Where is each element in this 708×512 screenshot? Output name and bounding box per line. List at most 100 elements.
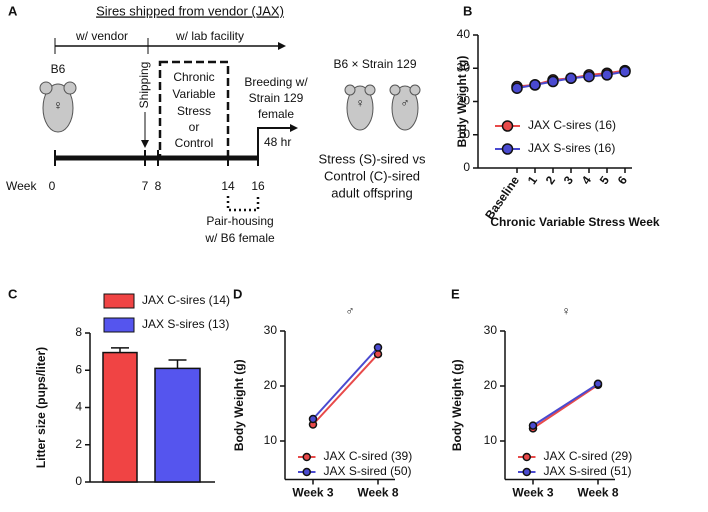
x-tick-label: 2 [543, 173, 558, 187]
stress-text: Variable [172, 87, 215, 101]
data-point [529, 79, 541, 91]
legend-swatch [103, 293, 135, 309]
y-tick-label: 30 [484, 323, 498, 337]
bar [154, 367, 201, 483]
stress-text: Stress [177, 104, 211, 118]
y-tick-label: 10 [484, 433, 498, 447]
legend-marker [501, 143, 514, 155]
stress-box [158, 60, 230, 160]
legend-marker [302, 467, 311, 477]
x-axis-label: Chronic Variable Stress Week [490, 215, 660, 229]
y-tick-label: 20 [264, 378, 278, 392]
panel-label: A [8, 3, 18, 18]
legend-swatch [103, 317, 135, 333]
delay-label: 48 hr [264, 135, 291, 149]
y-tick-label: 8 [75, 325, 82, 339]
breeding-text: Strain 129 [249, 91, 304, 105]
data-point [583, 70, 595, 83]
series-line [312, 346, 379, 420]
bar [102, 351, 138, 483]
y-axis-label: Litter size (pups/liter) [34, 347, 48, 468]
y-axis-label: Body Weight (g) [450, 359, 464, 451]
period-label: w/ vendor [75, 29, 128, 43]
shipping-label: Shipping [137, 62, 151, 109]
arrow-head [290, 124, 298, 132]
stress-text: Chronic [173, 70, 214, 84]
y-tick-label: 40 [457, 27, 471, 41]
week-number: 8 [155, 179, 162, 193]
data-point [547, 75, 559, 88]
panel-label: D [233, 286, 242, 301]
legend-label: JAX S-sired (51) [544, 464, 632, 478]
mouse-icon [344, 84, 421, 131]
x-tick-label: 5 [597, 173, 612, 187]
series-line [532, 382, 599, 427]
y-axis-label: Body Weight (g) [455, 56, 469, 148]
x-tick-label: Week 8 [577, 486, 618, 500]
data-point [565, 72, 577, 84]
data-point [308, 414, 318, 424]
data-point [511, 82, 523, 94]
arrow-head [278, 42, 286, 50]
legend-marker [302, 452, 311, 462]
week-label: Week [6, 179, 37, 193]
stress-text: Control [175, 136, 214, 150]
data-point [601, 69, 613, 81]
cross-label: B6 × Strain 129 [333, 57, 416, 71]
series-line [312, 353, 379, 426]
stress-text: or [189, 120, 200, 134]
y-tick-label: 20 [457, 94, 471, 108]
breeding-text: Breeding w/ [244, 75, 308, 89]
pairing-text: w/ B6 female [204, 231, 275, 245]
series-line [532, 384, 599, 430]
y-axis-label: Body Weight (g) [232, 359, 246, 451]
week-number: 0 [49, 179, 56, 193]
x-tick-label: 6 [615, 173, 630, 187]
panel-label: B [463, 3, 472, 18]
y-tick-label: 4 [75, 400, 82, 414]
legend-label: JAX C-sires (14) [142, 293, 230, 307]
y-tick-label: 0 [75, 474, 82, 488]
x-tick-label: Week 3 [292, 486, 333, 500]
y-tick-label: 30 [457, 60, 471, 74]
offspring-text: adult offspring [331, 185, 412, 200]
y-tick-label: 10 [457, 127, 471, 141]
pairing-text: Pair-housing [206, 214, 273, 228]
legend-label: JAX S-sires (13) [142, 317, 229, 331]
sex-symbol: ♀ [53, 97, 63, 112]
data-point [593, 379, 603, 389]
legend-label: JAX S-sires (16) [528, 141, 615, 155]
breeding-arrow [257, 127, 292, 150]
y-tick-label: 20 [484, 378, 498, 392]
chart-title: ♀ [562, 304, 571, 318]
y-tick-label: 2 [75, 437, 82, 451]
data-point [619, 65, 631, 78]
breeding-text: female [258, 107, 294, 121]
week-number: 16 [251, 179, 265, 193]
x-tick-label: 4 [579, 173, 594, 187]
arrow-head [141, 140, 149, 148]
chart-title: ♂ [346, 304, 355, 318]
legend-label: JAX C-sired (29) [544, 449, 633, 463]
legend-label: JAX C-sired (39) [324, 449, 413, 463]
y-tick-label: 10 [264, 433, 278, 447]
strain-label: B6 [51, 62, 66, 76]
y-tick-label: 0 [463, 160, 470, 174]
y-tick-label: 6 [75, 362, 82, 376]
mouse-icon [39, 81, 77, 133]
legend-marker [522, 467, 531, 477]
x-tick-label: Week 3 [512, 486, 553, 500]
legend-label: JAX S-sired (50) [324, 464, 412, 478]
panel-label: C [8, 286, 18, 301]
y-tick-label: 30 [264, 323, 278, 337]
data-point [373, 343, 383, 352]
x-tick-label: 1 [525, 173, 540, 187]
x-tick-label: 3 [561, 173, 576, 187]
offspring-text: Stress (S)-sired vs [319, 151, 426, 166]
panel-label: E [451, 286, 460, 301]
data-point [528, 421, 538, 430]
offspring-text: Control (C)-sired [324, 168, 420, 183]
legend-label: JAX C-sires (16) [528, 118, 616, 132]
period-label: w/ lab facility [175, 29, 244, 43]
